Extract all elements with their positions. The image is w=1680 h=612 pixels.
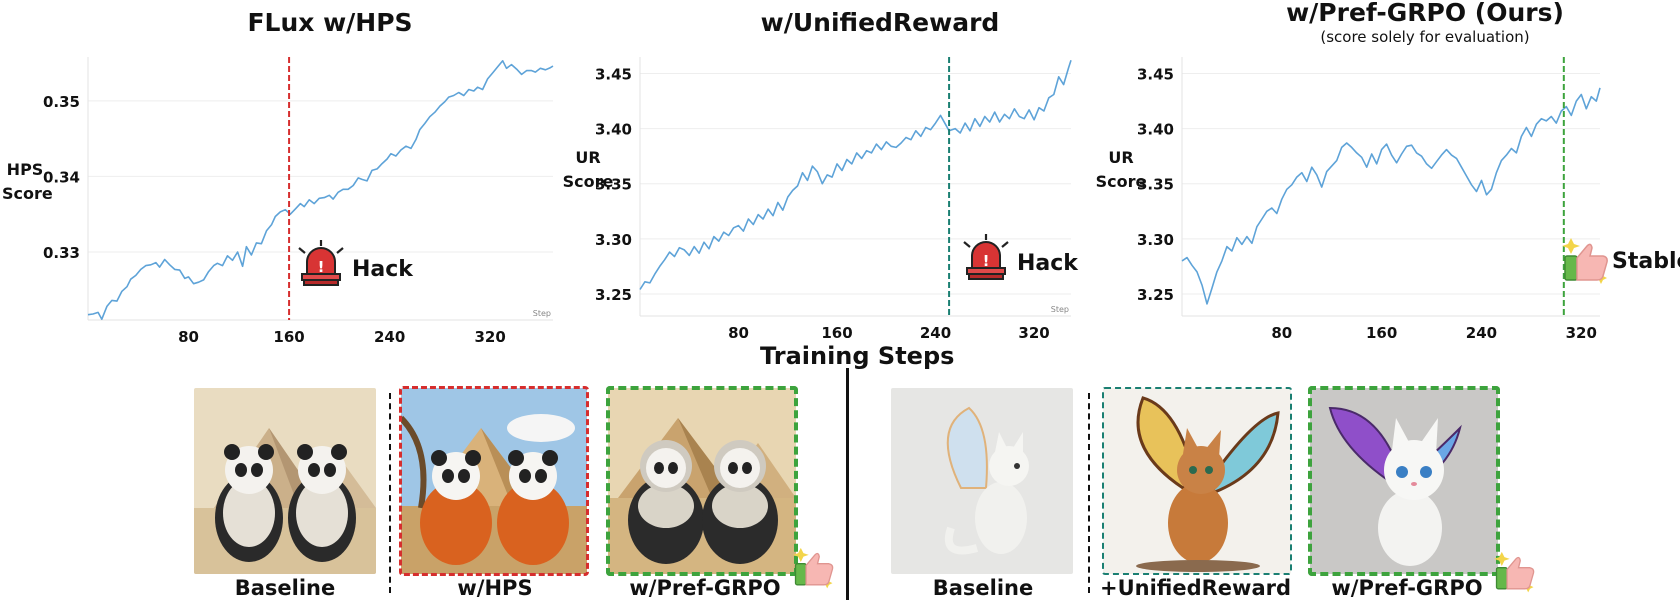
- hack-label-middle: Hack: [1017, 251, 1078, 276]
- alarm-siren-icon: !: [295, 238, 347, 292]
- svg-text:!: !: [318, 258, 325, 276]
- x-tick-label: 320: [1566, 324, 1597, 342]
- y-tick-label: 3.40: [1137, 121, 1174, 139]
- ylabel-middle-line2: Score: [562, 172, 614, 191]
- y-tick-label: 3.35: [595, 176, 632, 194]
- x-tick-label: 160: [821, 324, 852, 342]
- y-tick-label: 3.25: [595, 286, 632, 304]
- caption-panda-baseline: Baseline: [234, 576, 336, 600]
- y-tick-label: 0.35: [43, 93, 80, 111]
- chart-title-right: w/Pref-GRPO (Ours): [1225, 0, 1625, 27]
- chart-title-right-ours: (Ours): [1474, 0, 1564, 27]
- y-tick-label: 3.25: [1137, 286, 1174, 304]
- x-axis-label: Training Steps: [760, 342, 955, 370]
- caption-cat-unifiedreward: +UnifiedReward: [1100, 576, 1292, 600]
- thumbs-up-icon: [1561, 234, 1611, 294]
- score-series-line: [87, 59, 554, 321]
- x-tick-label: 240: [920, 324, 951, 342]
- y-tick-label: 3.30: [595, 231, 632, 249]
- separator-solid-center: [846, 368, 849, 600]
- x-tick-label: 320: [475, 328, 506, 346]
- y-tick-label: 0.34: [43, 168, 80, 186]
- chart-title-right-main: w/Pref-GRPO: [1286, 0, 1467, 27]
- x-tick-label: 160: [1366, 324, 1397, 342]
- x-tick-label: 160: [273, 328, 304, 346]
- panda-hps-image: [399, 386, 589, 576]
- x-tick-label: 320: [1018, 324, 1049, 342]
- chart-title-left: FLux w/HPS: [247, 8, 413, 37]
- score-series-line: [1181, 87, 1601, 305]
- svg-text:!: !: [983, 252, 990, 270]
- ylabel-left-line1: HPS: [6, 160, 44, 179]
- y-tick-label: 3.45: [1137, 66, 1174, 84]
- caption-cat-baseline: Baseline: [932, 576, 1034, 600]
- panda-baseline-image: [194, 388, 376, 574]
- cat-pref-grpo-image: [1308, 386, 1500, 576]
- x-tick-label: 240: [1466, 324, 1497, 342]
- y-tick-label: 3.30: [1137, 231, 1174, 249]
- thumbs-up-icon: [792, 540, 836, 602]
- step-corner-label: Step: [533, 309, 551, 318]
- chart-title-middle: w/UnifiedReward: [760, 8, 1000, 37]
- alarm-siren-icon: !: [960, 232, 1012, 286]
- hack-label-left: Hack: [352, 257, 413, 282]
- cat-unifiedreward-image: [1102, 387, 1292, 575]
- x-tick-label: 80: [1271, 324, 1292, 342]
- x-tick-label: 80: [728, 324, 749, 342]
- x-tick-label: 240: [374, 328, 405, 346]
- separator-dashed-left: [389, 393, 391, 593]
- y-tick-label: 3.35: [1137, 176, 1174, 194]
- stable-label: Stable: [1612, 249, 1680, 274]
- score-series-line: [639, 60, 1072, 290]
- ylabel-left: HPS Score: [2, 158, 53, 206]
- ylabel-right: UR Score: [1093, 146, 1149, 194]
- separator-dashed-right: [1088, 393, 1090, 593]
- ylabel-middle-line1: UR: [575, 148, 601, 167]
- step-corner-label: Step: [1051, 305, 1069, 314]
- ylabel-middle: UR Score: [560, 146, 616, 194]
- panda-pref-grpo-image: [606, 386, 798, 576]
- ylabel-left-line2: Score: [2, 184, 53, 203]
- y-tick-label: 0.33: [43, 244, 80, 262]
- caption-panda-pref-grpo: w/Pref-GRPO: [629, 576, 781, 600]
- thumbs-up-icon: [1493, 544, 1537, 606]
- caption-panda-hps: w/HPS: [457, 576, 533, 600]
- caption-cat-pref-grpo: w/Pref-GRPO: [1331, 576, 1483, 600]
- y-tick-label: 3.40: [595, 121, 632, 139]
- ylabel-right-line2: Score: [1095, 172, 1147, 191]
- chart-subtitle-right: (score solely for evaluation): [1320, 28, 1530, 46]
- x-tick-label: 80: [178, 328, 199, 346]
- cat-baseline-image: [891, 388, 1073, 574]
- y-tick-label: 3.45: [595, 66, 632, 84]
- hps-score-chart: 0.33 0.34 0.35 80 160 240 320 Step 3.25 3.30 3.35 3…: [43, 57, 1601, 346]
- ylabel-right-line1: UR: [1108, 148, 1134, 167]
